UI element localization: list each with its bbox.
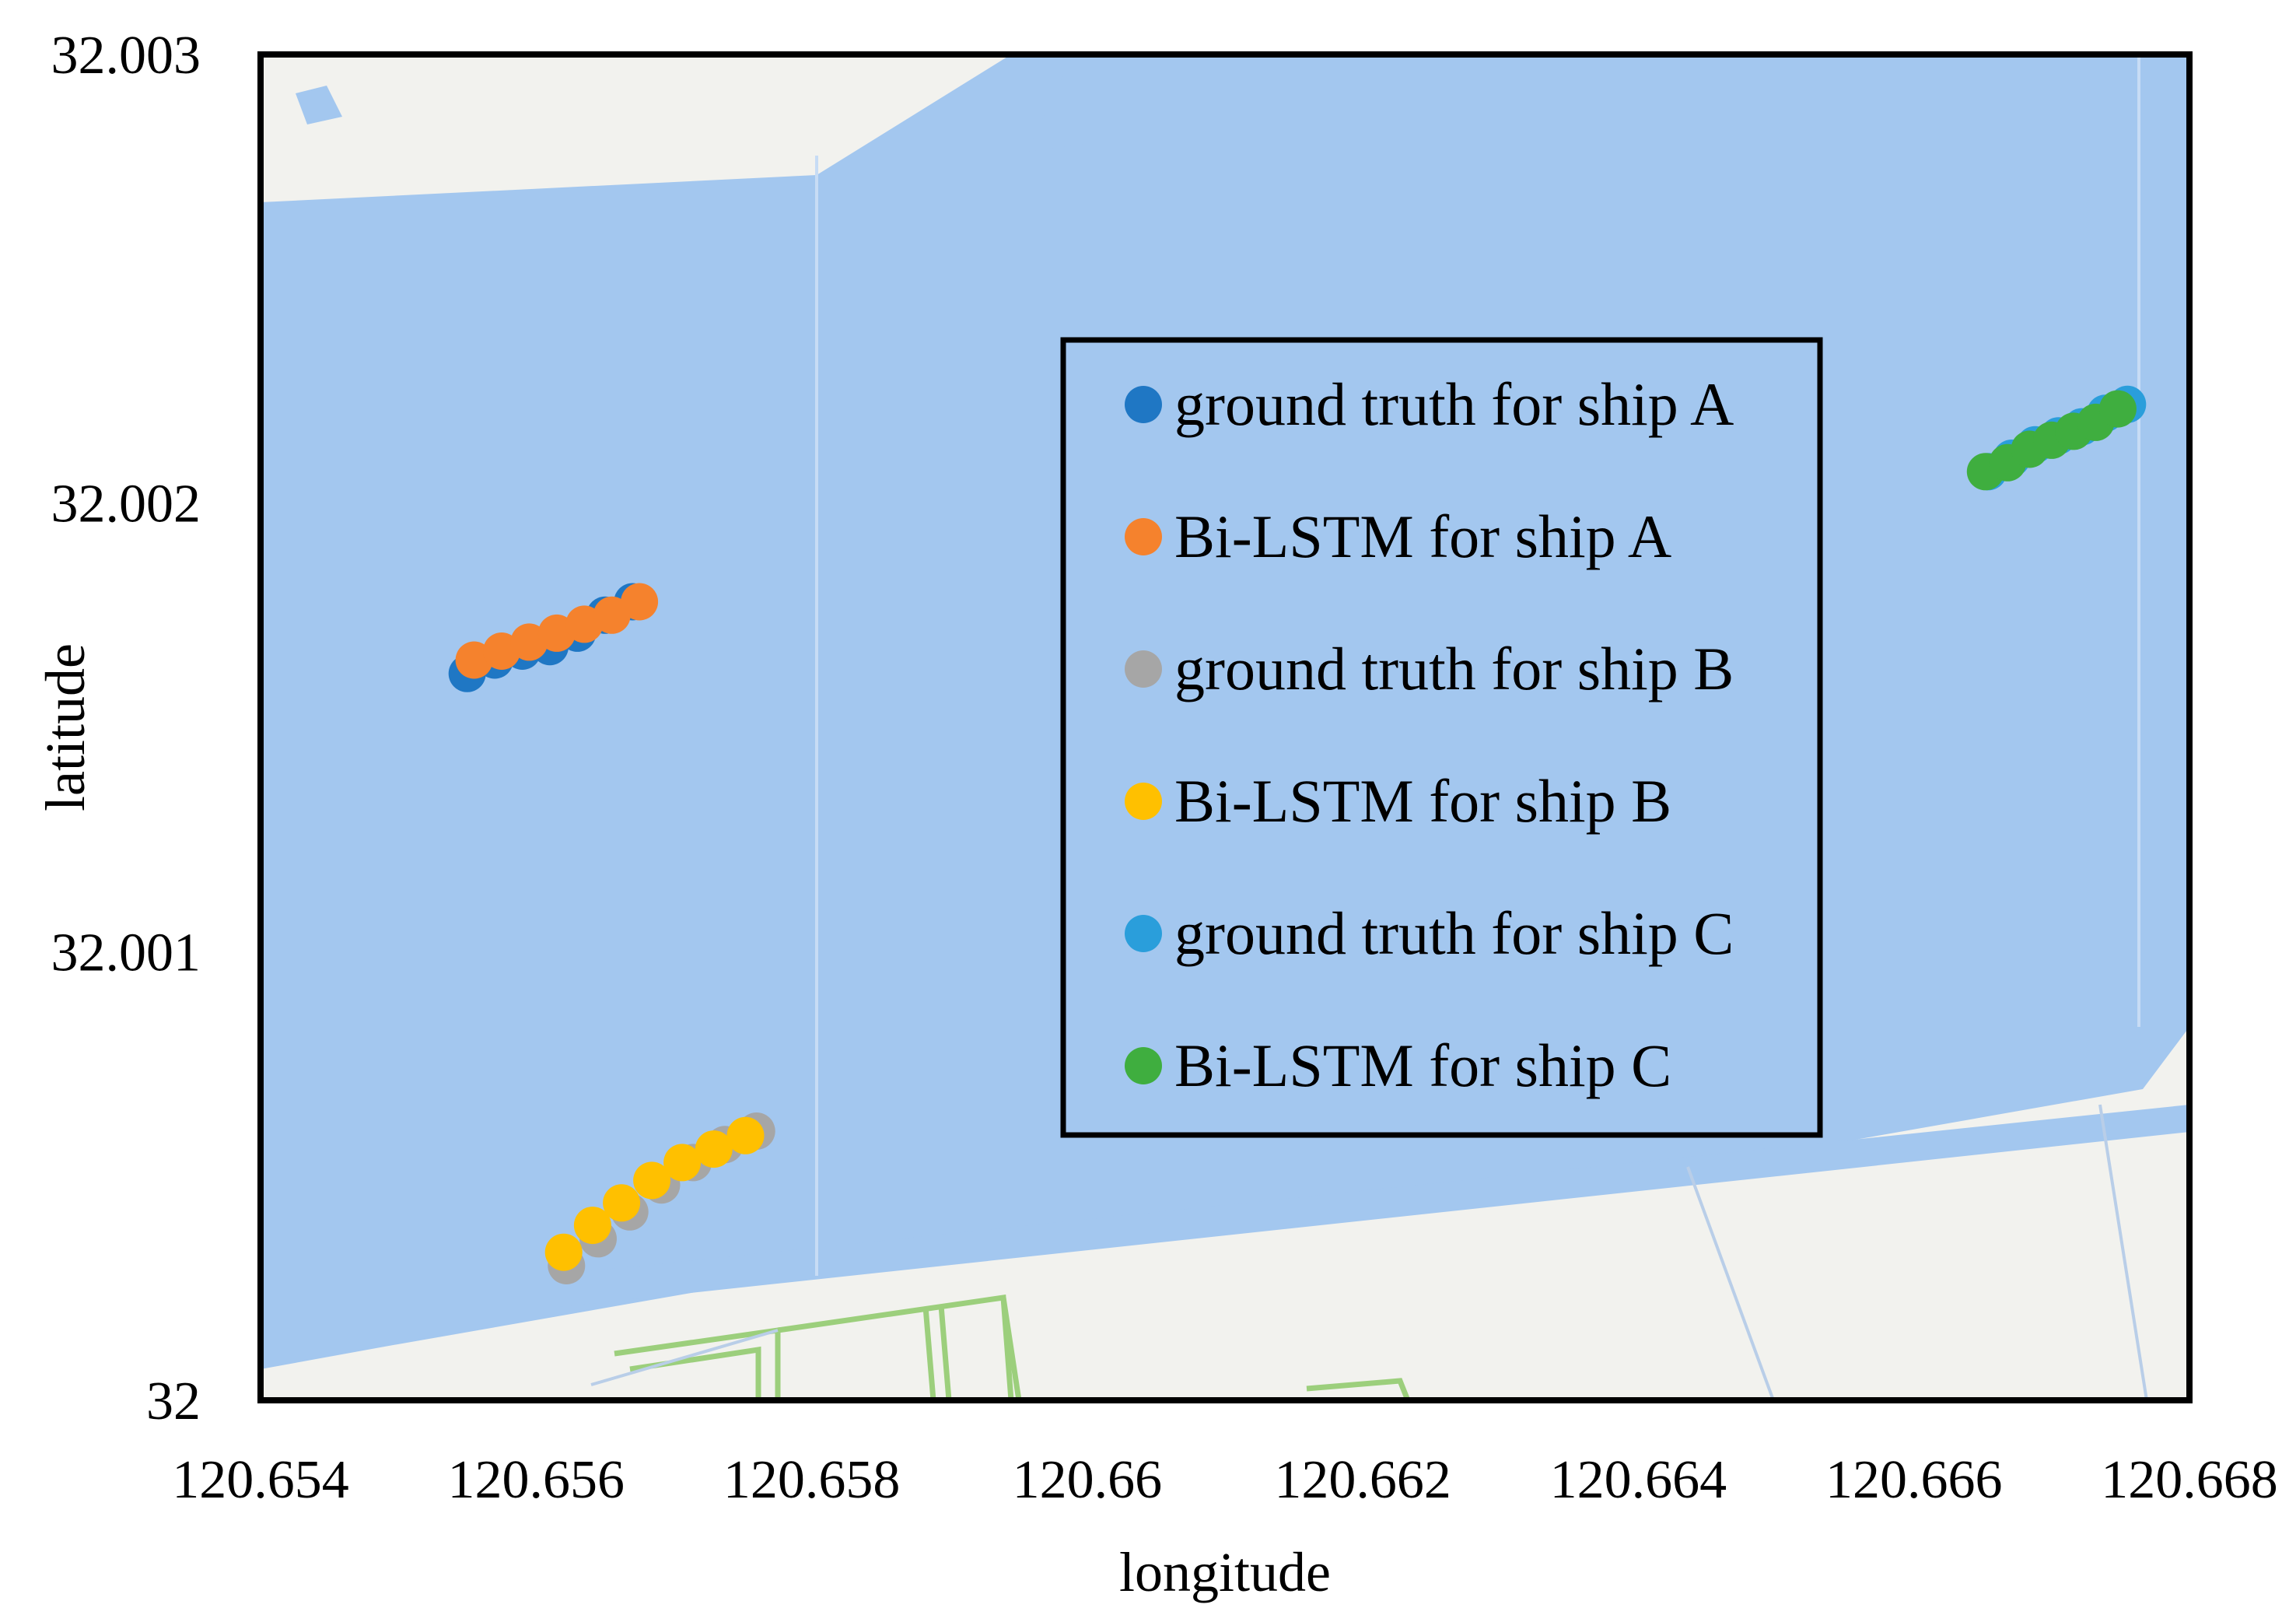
y-tick-label: 32.002 — [51, 475, 201, 534]
data-point — [621, 583, 659, 621]
legend-marker — [1125, 915, 1162, 952]
x-tick-label: 120.656 — [448, 1450, 625, 1510]
legend-label: Bi-LSTM for ship B — [1174, 767, 1671, 835]
y-tick-label: 32.001 — [51, 923, 201, 983]
x-tick-label: 120.664 — [1550, 1450, 1727, 1510]
y-tick-label: 32.003 — [51, 26, 201, 86]
legend-marker — [1125, 783, 1162, 820]
legend-label: ground truth for ship B — [1174, 635, 1734, 702]
x-tick-labels: 120.654 120.656 120.658 120.66 120.662 120.66… — [172, 1450, 2278, 1510]
data-point — [695, 1130, 733, 1168]
legend-marker — [1125, 650, 1162, 688]
plot-frame — [257, 51, 2193, 1403]
legend-label: ground truth for ship C — [1174, 899, 1734, 967]
legend-label: Bi-LSTM for ship A — [1174, 503, 1671, 570]
y-tick-label: 32 — [146, 1372, 201, 1431]
legend-marker — [1125, 386, 1162, 423]
data-points — [448, 385, 2147, 1284]
x-tick-label: 120.654 — [172, 1450, 349, 1510]
x-tick-label: 120.66 — [1013, 1450, 1163, 1510]
legend-marker — [1125, 518, 1162, 555]
series-4 — [544, 1116, 765, 1271]
legend-box — [1060, 337, 1823, 1138]
y-axis-label: latitude — [34, 643, 96, 811]
series-6 — [1966, 390, 2137, 491]
data-point — [2098, 390, 2137, 428]
x-axis-label: longitude — [1119, 1541, 1331, 1603]
data-point — [603, 1184, 641, 1222]
series-2 — [455, 583, 659, 679]
data-point — [663, 1144, 702, 1182]
data-point — [726, 1116, 765, 1154]
legend-label: Bi-LSTM for ship C — [1174, 1032, 1671, 1099]
x-tick-label: 120.658 — [723, 1450, 901, 1510]
legend-label: ground truth for ship A — [1174, 370, 1734, 438]
legend-marker — [1125, 1047, 1162, 1084]
x-tick-label: 120.666 — [1825, 1450, 2003, 1510]
data-point — [544, 1233, 583, 1271]
y-tick-labels: 32 32.001 32.002 32.003 — [51, 26, 201, 1431]
data-point — [573, 1207, 611, 1245]
data-point — [633, 1161, 671, 1200]
legend: ground truth for ship A Bi-LSTM for ship … — [1060, 337, 1823, 1138]
x-tick-label: 120.668 — [2101, 1450, 2278, 1510]
x-tick-label: 120.662 — [1274, 1450, 1451, 1510]
